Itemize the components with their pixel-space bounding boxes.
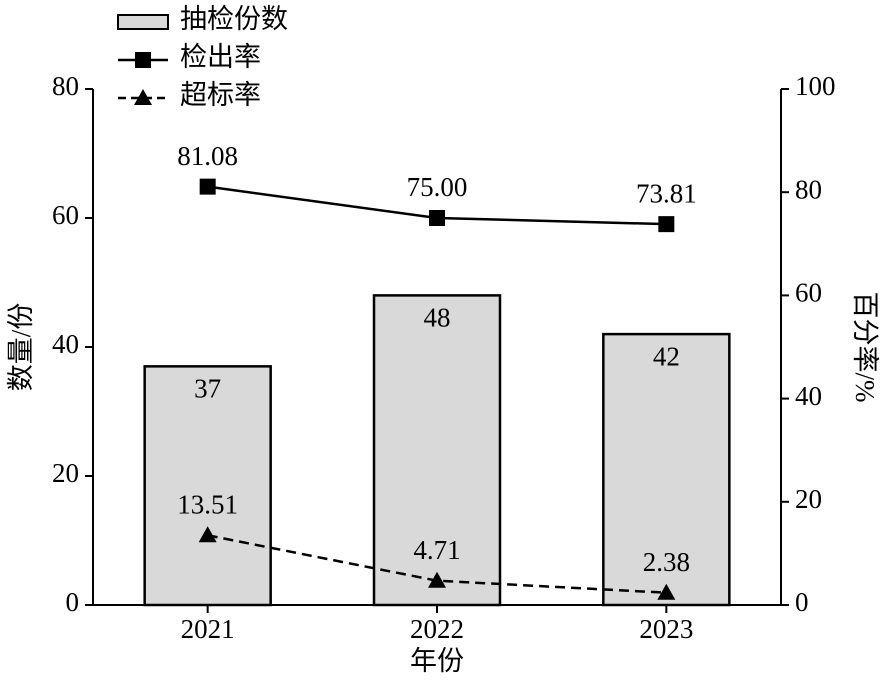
bar-value-label: 48 [424, 303, 451, 333]
y2-tick-label: 40 [795, 381, 822, 411]
line-marker [428, 571, 446, 588]
y-tick-label: 20 [52, 458, 79, 488]
bar-value-label: 37 [194, 374, 221, 404]
x-tick-label: 2023 [639, 614, 693, 644]
line-marker [657, 583, 676, 600]
legend-label: 超标率 [180, 80, 261, 110]
legend-label: 抽检份数 [180, 4, 288, 34]
x-axis-title: 年份 [410, 646, 464, 676]
line-marker [198, 526, 217, 543]
line-value-label: 4.71 [413, 535, 460, 565]
y2-tick-label: 100 [795, 71, 836, 101]
y2-tick-label: 80 [795, 174, 822, 204]
legend-swatch [117, 14, 169, 30]
y-tick-label: 40 [52, 329, 79, 359]
y2-tick-label: 60 [795, 278, 822, 308]
line-marker [199, 178, 216, 195]
line-marker [429, 210, 445, 226]
y-tick-label: 0 [66, 587, 80, 617]
line-value-label: 2.38 [643, 547, 690, 577]
x-tick-label: 2022 [410, 614, 464, 644]
legend-marker [134, 89, 152, 105]
y-tick-label: 80 [52, 71, 79, 101]
line-value-label: 75.00 [407, 172, 468, 202]
legend-label: 检出率 [180, 42, 261, 72]
bar [372, 294, 502, 607]
bar-value-label: 42 [653, 341, 680, 371]
bar [602, 332, 731, 607]
bar [143, 365, 272, 607]
y-axis-title: 数量/份 [6, 303, 36, 392]
line-value-label: 81.08 [177, 141, 238, 171]
line-value-label: 13.51 [177, 489, 238, 519]
y2-axis-title: 百分率/% [850, 292, 880, 403]
x-tick-label: 2021 [181, 614, 235, 644]
y-tick-label: 60 [52, 200, 79, 230]
y2-tick-label: 0 [795, 587, 809, 617]
y2-tick-label: 20 [795, 484, 822, 514]
line-marker [658, 216, 675, 233]
line-value-label: 73.81 [636, 178, 697, 208]
legend-marker [135, 52, 151, 68]
